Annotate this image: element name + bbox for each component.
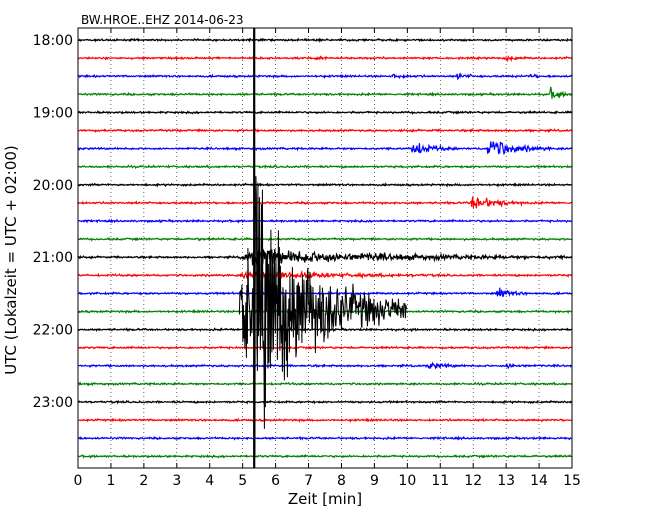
trace-line (77, 218, 573, 224)
trace-line (77, 109, 573, 116)
x-tick-label: 5 (238, 473, 247, 489)
x-tick-label: 4 (205, 473, 214, 489)
chart-title: BW.HROE..EHZ 2014-06-23 (81, 13, 244, 27)
x-tick-label: 2 (139, 473, 148, 489)
trace-line (77, 86, 573, 99)
x-tick-label: 9 (370, 473, 379, 489)
x-tick-label: 8 (337, 473, 346, 489)
plot-frame (77, 27, 573, 469)
y-axis-ticks: 18:00 19:00 20:00 21:00 22:00 23:00 (33, 33, 572, 411)
y-tick-label: 21:00 (33, 250, 73, 266)
trace-line (77, 308, 572, 315)
trace-line (77, 435, 572, 441)
trace-line (77, 417, 573, 423)
x-axis-ticks: 0 1 2 3 4 5 6 7 8 9 10 11 12 13 14 15 (74, 28, 581, 489)
trace-line (77, 381, 573, 387)
trace-line (77, 236, 573, 242)
x-tick-label: 3 (172, 473, 181, 489)
trace-line (77, 248, 573, 266)
x-tick-label: 1 (106, 473, 115, 489)
y-axis-label: UTC (Lokalzeit = UTC + 02:00) (2, 145, 20, 375)
trace-line (77, 269, 573, 281)
earthquake-waveform (238, 176, 407, 458)
trace-line (77, 399, 573, 405)
trace-line (77, 196, 573, 209)
trace-line (77, 182, 572, 188)
x-tick-label: 13 (497, 473, 515, 489)
x-tick-label: 6 (271, 473, 280, 489)
y-tick-label: 22:00 (33, 323, 73, 339)
grid-lines (78, 28, 572, 468)
trace-line (77, 55, 573, 63)
trace-line (77, 128, 573, 134)
x-tick-label: 11 (431, 473, 449, 489)
x-tick-label: 15 (563, 473, 581, 489)
trace-line (77, 141, 573, 156)
trace-line (77, 72, 573, 81)
y-tick-label: 18:00 (33, 33, 73, 49)
trace-line (77, 164, 573, 170)
seismic-traces (77, 37, 573, 459)
x-tick-label: 0 (74, 473, 83, 489)
trace-line (77, 361, 572, 370)
x-axis-label: Zeit [min] (288, 490, 362, 508)
trace-line (77, 37, 572, 44)
trace-line (77, 287, 573, 298)
earthquake-signal (238, 28, 407, 468)
x-tick-label: 14 (530, 473, 548, 489)
y-tick-label: 20:00 (33, 178, 73, 194)
y-tick-label: 19:00 (33, 105, 73, 121)
trace-line (77, 345, 573, 351)
x-tick-label: 10 (398, 473, 416, 489)
trace-line (77, 453, 572, 459)
x-tick-label: 7 (304, 473, 313, 489)
y-tick-label: 23:00 (33, 395, 73, 411)
x-tick-label: 12 (464, 473, 482, 489)
